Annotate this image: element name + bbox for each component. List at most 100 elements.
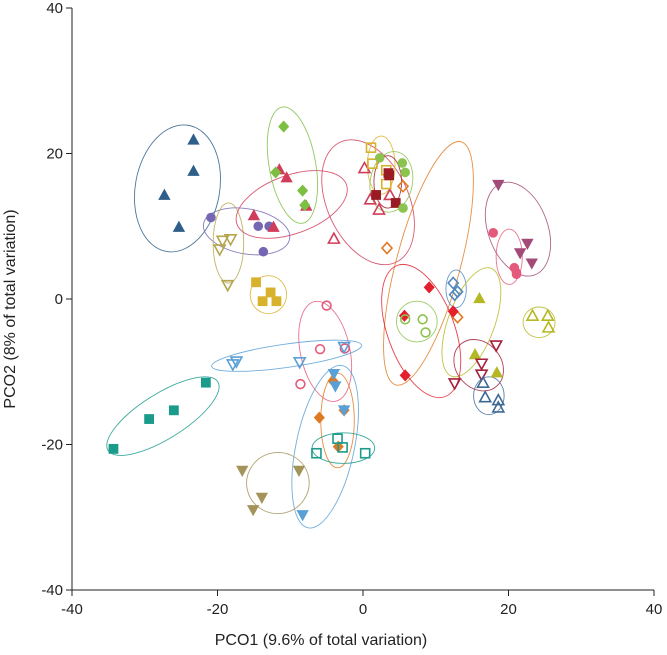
data-point [525, 308, 540, 322]
data-point [265, 287, 276, 298]
data-point [448, 287, 461, 302]
data-point [492, 179, 505, 192]
data-point [540, 308, 555, 322]
data-point [473, 291, 486, 304]
data-point [327, 231, 341, 244]
data-point [296, 510, 309, 522]
data-point [292, 356, 307, 370]
y-tick-label: 40 [46, 0, 63, 17]
group-ellipse [266, 106, 318, 224]
y-tick-label: 20 [46, 146, 63, 163]
axes-layer: 40 20 0 -20 -40 -40 -20 0 20 40 [41, 0, 662, 618]
data-point [521, 238, 534, 251]
data-point [267, 220, 280, 232]
data-point [474, 358, 489, 371]
group-ellipse [445, 269, 467, 309]
data-point [292, 465, 306, 478]
group-ellipse [396, 300, 438, 343]
group-ellipse [106, 376, 220, 456]
group-ellipse [291, 364, 359, 529]
data-point [246, 505, 260, 517]
data-point [423, 281, 435, 294]
data-point [270, 166, 282, 179]
data-point [295, 378, 306, 390]
group-ellipse [369, 151, 414, 213]
data-point [383, 187, 397, 201]
data-point [491, 400, 506, 413]
data-point [229, 356, 244, 369]
data-point [299, 199, 311, 212]
data-point [371, 190, 381, 200]
group-ellipse [246, 452, 310, 515]
data-point [251, 277, 261, 288]
data-point [187, 133, 200, 145]
data-point [258, 246, 269, 257]
y-tick-label: -20 [41, 437, 63, 454]
data-point [337, 405, 351, 417]
data-point [311, 447, 322, 459]
data-point [491, 392, 506, 406]
x-tick-label: 40 [646, 601, 663, 618]
data-point [367, 158, 378, 169]
points-layer [108, 120, 556, 522]
data-point [420, 327, 431, 338]
data-point [144, 414, 155, 424]
y-tick-label: -40 [41, 582, 63, 599]
data-point [206, 212, 216, 223]
data-point [400, 167, 410, 178]
data-point [220, 279, 235, 293]
y-tick-label: 0 [55, 291, 63, 308]
data-point [399, 314, 411, 325]
x-tick-label: 0 [359, 601, 367, 618]
group-ellipse [249, 275, 288, 315]
data-point [476, 375, 490, 388]
data-point [215, 235, 230, 248]
data-point [468, 347, 482, 360]
data-point [280, 171, 293, 183]
data-point [339, 343, 351, 354]
data-point [384, 170, 395, 181]
group-ellipse [212, 202, 245, 284]
data-point [541, 320, 556, 333]
data-point [372, 202, 386, 215]
data-point [374, 153, 385, 163]
data-point [380, 241, 394, 255]
data-point [236, 465, 249, 478]
data-point [321, 300, 332, 311]
data-point [365, 142, 377, 153]
data-point [255, 492, 269, 504]
data-point [490, 366, 504, 378]
data-point [223, 234, 238, 247]
data-point [478, 390, 493, 403]
data-point [253, 221, 264, 232]
x-tick-label: 20 [500, 601, 517, 618]
x-tick-label: -40 [61, 601, 83, 618]
data-point [417, 314, 428, 325]
group-ellipse [383, 141, 474, 386]
data-point [247, 209, 261, 221]
data-point [327, 369, 341, 381]
x-ticks: -40 -20 0 20 40 [61, 590, 662, 618]
data-point [398, 203, 408, 213]
group-ellipse [522, 306, 556, 339]
ellipses-layer [106, 106, 556, 529]
data-point [329, 381, 342, 393]
data-point [488, 227, 499, 238]
data-point [278, 120, 290, 133]
group-ellipse [211, 339, 363, 372]
group-ellipse [134, 124, 221, 253]
data-point [513, 248, 527, 260]
data-point [396, 179, 410, 193]
data-point [489, 340, 503, 353]
data-point [200, 377, 211, 388]
data-point [390, 198, 401, 208]
data-point [313, 411, 325, 424]
group-ellipse [321, 139, 415, 266]
group-ellipse [473, 376, 505, 416]
data-point [108, 443, 119, 454]
data-point [257, 296, 268, 307]
data-point [314, 343, 326, 355]
data-point [337, 341, 351, 355]
data-point [447, 276, 460, 290]
